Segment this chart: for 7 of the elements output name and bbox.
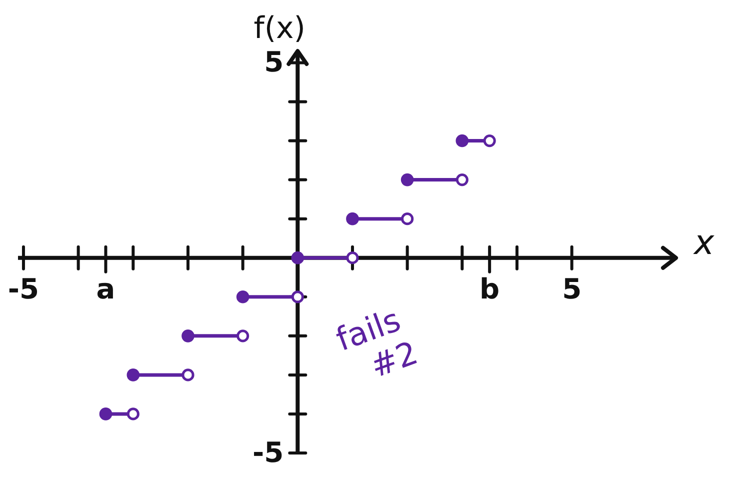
- x-axis-title: x: [692, 222, 715, 263]
- x-tick-label: -5: [8, 272, 40, 306]
- x-tick-label: a: [96, 272, 116, 306]
- y-axis-title: f(x): [254, 11, 306, 46]
- x-tick-label: 5: [562, 272, 582, 306]
- annotation: fails #2: [331, 300, 423, 386]
- x-tick-label: b: [480, 272, 500, 306]
